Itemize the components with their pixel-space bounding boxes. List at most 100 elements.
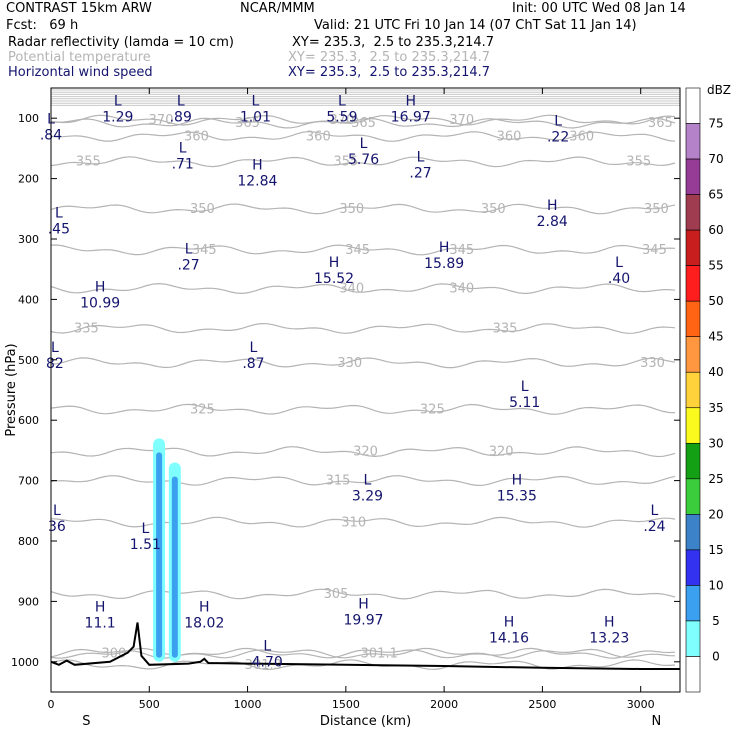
colorbar-segment bbox=[685, 194, 701, 231]
theta-label: 320 bbox=[353, 445, 378, 460]
theta-label: 340 bbox=[339, 282, 364, 297]
theta-label: 301.3 bbox=[245, 658, 282, 673]
field-name-wind: Horizontal wind speed bbox=[8, 65, 153, 80]
wind-extremum-value: 5.76 bbox=[348, 152, 379, 168]
x-end-label-north: N bbox=[652, 714, 662, 729]
wind-extremum-value: 11.1 bbox=[85, 615, 116, 631]
wind-extremum-value: 5.59 bbox=[326, 109, 357, 125]
x-tick-label: 3000 bbox=[627, 698, 655, 711]
theta-label: 345 bbox=[642, 243, 667, 258]
colorbar-segment bbox=[685, 229, 701, 266]
theta-contour-345 bbox=[50, 244, 676, 256]
x-tick-label: 1000 bbox=[234, 698, 262, 711]
colorbar-segment bbox=[685, 123, 701, 160]
wind-extremum-value: 4.70 bbox=[252, 655, 283, 671]
wind-extremum-letter: L bbox=[252, 93, 260, 109]
wind-extremum-letter: H bbox=[512, 473, 523, 489]
theta-label: 350 bbox=[481, 202, 506, 217]
theta-contour-330 bbox=[50, 357, 676, 369]
wind-extremum-value: 82 bbox=[46, 356, 64, 372]
reflectivity-column-inner bbox=[156, 452, 163, 658]
y-tick-label: 900 bbox=[18, 595, 39, 608]
colorbar-unit: dBZ bbox=[707, 83, 731, 97]
field-name-reflectivity: Radar reflectivity (lamda = 10 cm) bbox=[8, 35, 234, 50]
theta-label: 301.1 bbox=[361, 646, 398, 661]
plot-frame bbox=[50, 87, 681, 693]
wind-extremum-letter: H bbox=[604, 615, 615, 631]
wind-extremum-letter: L bbox=[521, 379, 529, 395]
y-tick-label: 1000 bbox=[11, 656, 39, 669]
theta-label: 345 bbox=[449, 243, 474, 258]
y-tick-label: 300 bbox=[18, 233, 39, 246]
wind-extremum-value: 5.11 bbox=[509, 395, 540, 411]
theta-label: 365 bbox=[648, 116, 673, 131]
theta-label: 315 bbox=[326, 474, 351, 489]
wind-extremum-letter: L bbox=[177, 93, 185, 109]
theta-label: 355 bbox=[76, 155, 101, 170]
field-xy-theta: XY= 235.3, 2.5 to 235.3,214.7 bbox=[288, 50, 491, 65]
colorbar-segment bbox=[685, 371, 701, 409]
theta-label: 320 bbox=[489, 445, 514, 460]
theta-label: 365 bbox=[351, 116, 376, 131]
wind-extremum-letter: H bbox=[547, 198, 558, 214]
wind-extremum-value: 15.35 bbox=[497, 489, 537, 505]
field-xy-wind: XY= 235.3, 2.5 to 235.3,214.7 bbox=[288, 65, 491, 80]
wind-extremum-letter: L bbox=[417, 150, 425, 166]
colorbar-segment bbox=[685, 158, 701, 195]
wind-extremum-letter: H bbox=[199, 599, 210, 615]
theta-label: 355 bbox=[626, 155, 651, 170]
reflectivity-columns bbox=[153, 438, 181, 662]
wind-extremum-value: 14.16 bbox=[489, 631, 529, 647]
valid-time: Valid: 21 UTC Fri 10 Jan 14 (07 ChT Sat … bbox=[314, 18, 637, 33]
theta-label: 330 bbox=[337, 356, 362, 371]
colorbar-level-label: 10 bbox=[708, 578, 723, 592]
x-tick-label: 0 bbox=[48, 698, 55, 711]
theta-contour-370 bbox=[50, 114, 676, 126]
wind-extremum-value: 15.52 bbox=[314, 271, 354, 287]
theta-label: 340 bbox=[449, 282, 474, 297]
colorbar-segment bbox=[685, 620, 701, 657]
wind-extremum-value: .27 bbox=[409, 166, 431, 182]
wind-extremum-letter: L bbox=[55, 206, 63, 222]
wind-extremum-letter: L bbox=[114, 93, 122, 109]
wind-extremum-value: 10.99 bbox=[80, 295, 120, 311]
theta-label: 350 bbox=[339, 202, 364, 217]
y-tick-label: 500 bbox=[18, 354, 39, 367]
x-tick-label: 500 bbox=[139, 698, 160, 711]
colorbar-segment bbox=[685, 585, 701, 622]
colorbar-level-label: 50 bbox=[708, 294, 723, 308]
wind-extremum-letter: H bbox=[252, 157, 263, 173]
colorbar-segment bbox=[685, 87, 701, 124]
theta-contour-335 bbox=[50, 322, 676, 334]
wind-extremum-letter: H bbox=[439, 240, 450, 256]
colorbar-level-label: 35 bbox=[708, 401, 723, 415]
theta-contour-301.3 bbox=[50, 659, 676, 671]
theta-contour-360 bbox=[50, 131, 676, 142]
y-tick-label: 800 bbox=[18, 535, 39, 548]
wind-extremum-value: 13.23 bbox=[589, 631, 629, 647]
theta-label: 325 bbox=[190, 402, 215, 417]
colorbar-level-label: 45 bbox=[708, 330, 723, 344]
wind-extremum-value: .40 bbox=[608, 271, 630, 287]
wind-extremum-letter: L bbox=[338, 93, 346, 109]
wind-extremum-letter: L bbox=[554, 113, 562, 129]
y-tick-label: 400 bbox=[18, 293, 39, 306]
y-tick-label: 200 bbox=[18, 173, 39, 186]
theta-contour-355 bbox=[50, 156, 676, 168]
wind-extremum-value: 1.51 bbox=[130, 537, 161, 553]
theta-contour-365 bbox=[50, 117, 676, 129]
colorbar-segment bbox=[685, 478, 701, 515]
theta-label: 335 bbox=[493, 321, 518, 336]
theta-label: 355 bbox=[333, 155, 358, 170]
wind-extremum-value: 1.01 bbox=[240, 109, 271, 125]
wind-extremum-value: .71 bbox=[172, 156, 194, 172]
theta-label: 345 bbox=[345, 243, 370, 258]
colorbar-level-label: 5 bbox=[712, 614, 720, 628]
y-tick-label: 600 bbox=[18, 414, 39, 427]
colorbar-level-label: 20 bbox=[708, 507, 723, 521]
theta-label: 325 bbox=[420, 402, 445, 417]
field-name-theta: Potential temperature bbox=[8, 50, 151, 65]
theta-contour-325 bbox=[50, 403, 676, 415]
